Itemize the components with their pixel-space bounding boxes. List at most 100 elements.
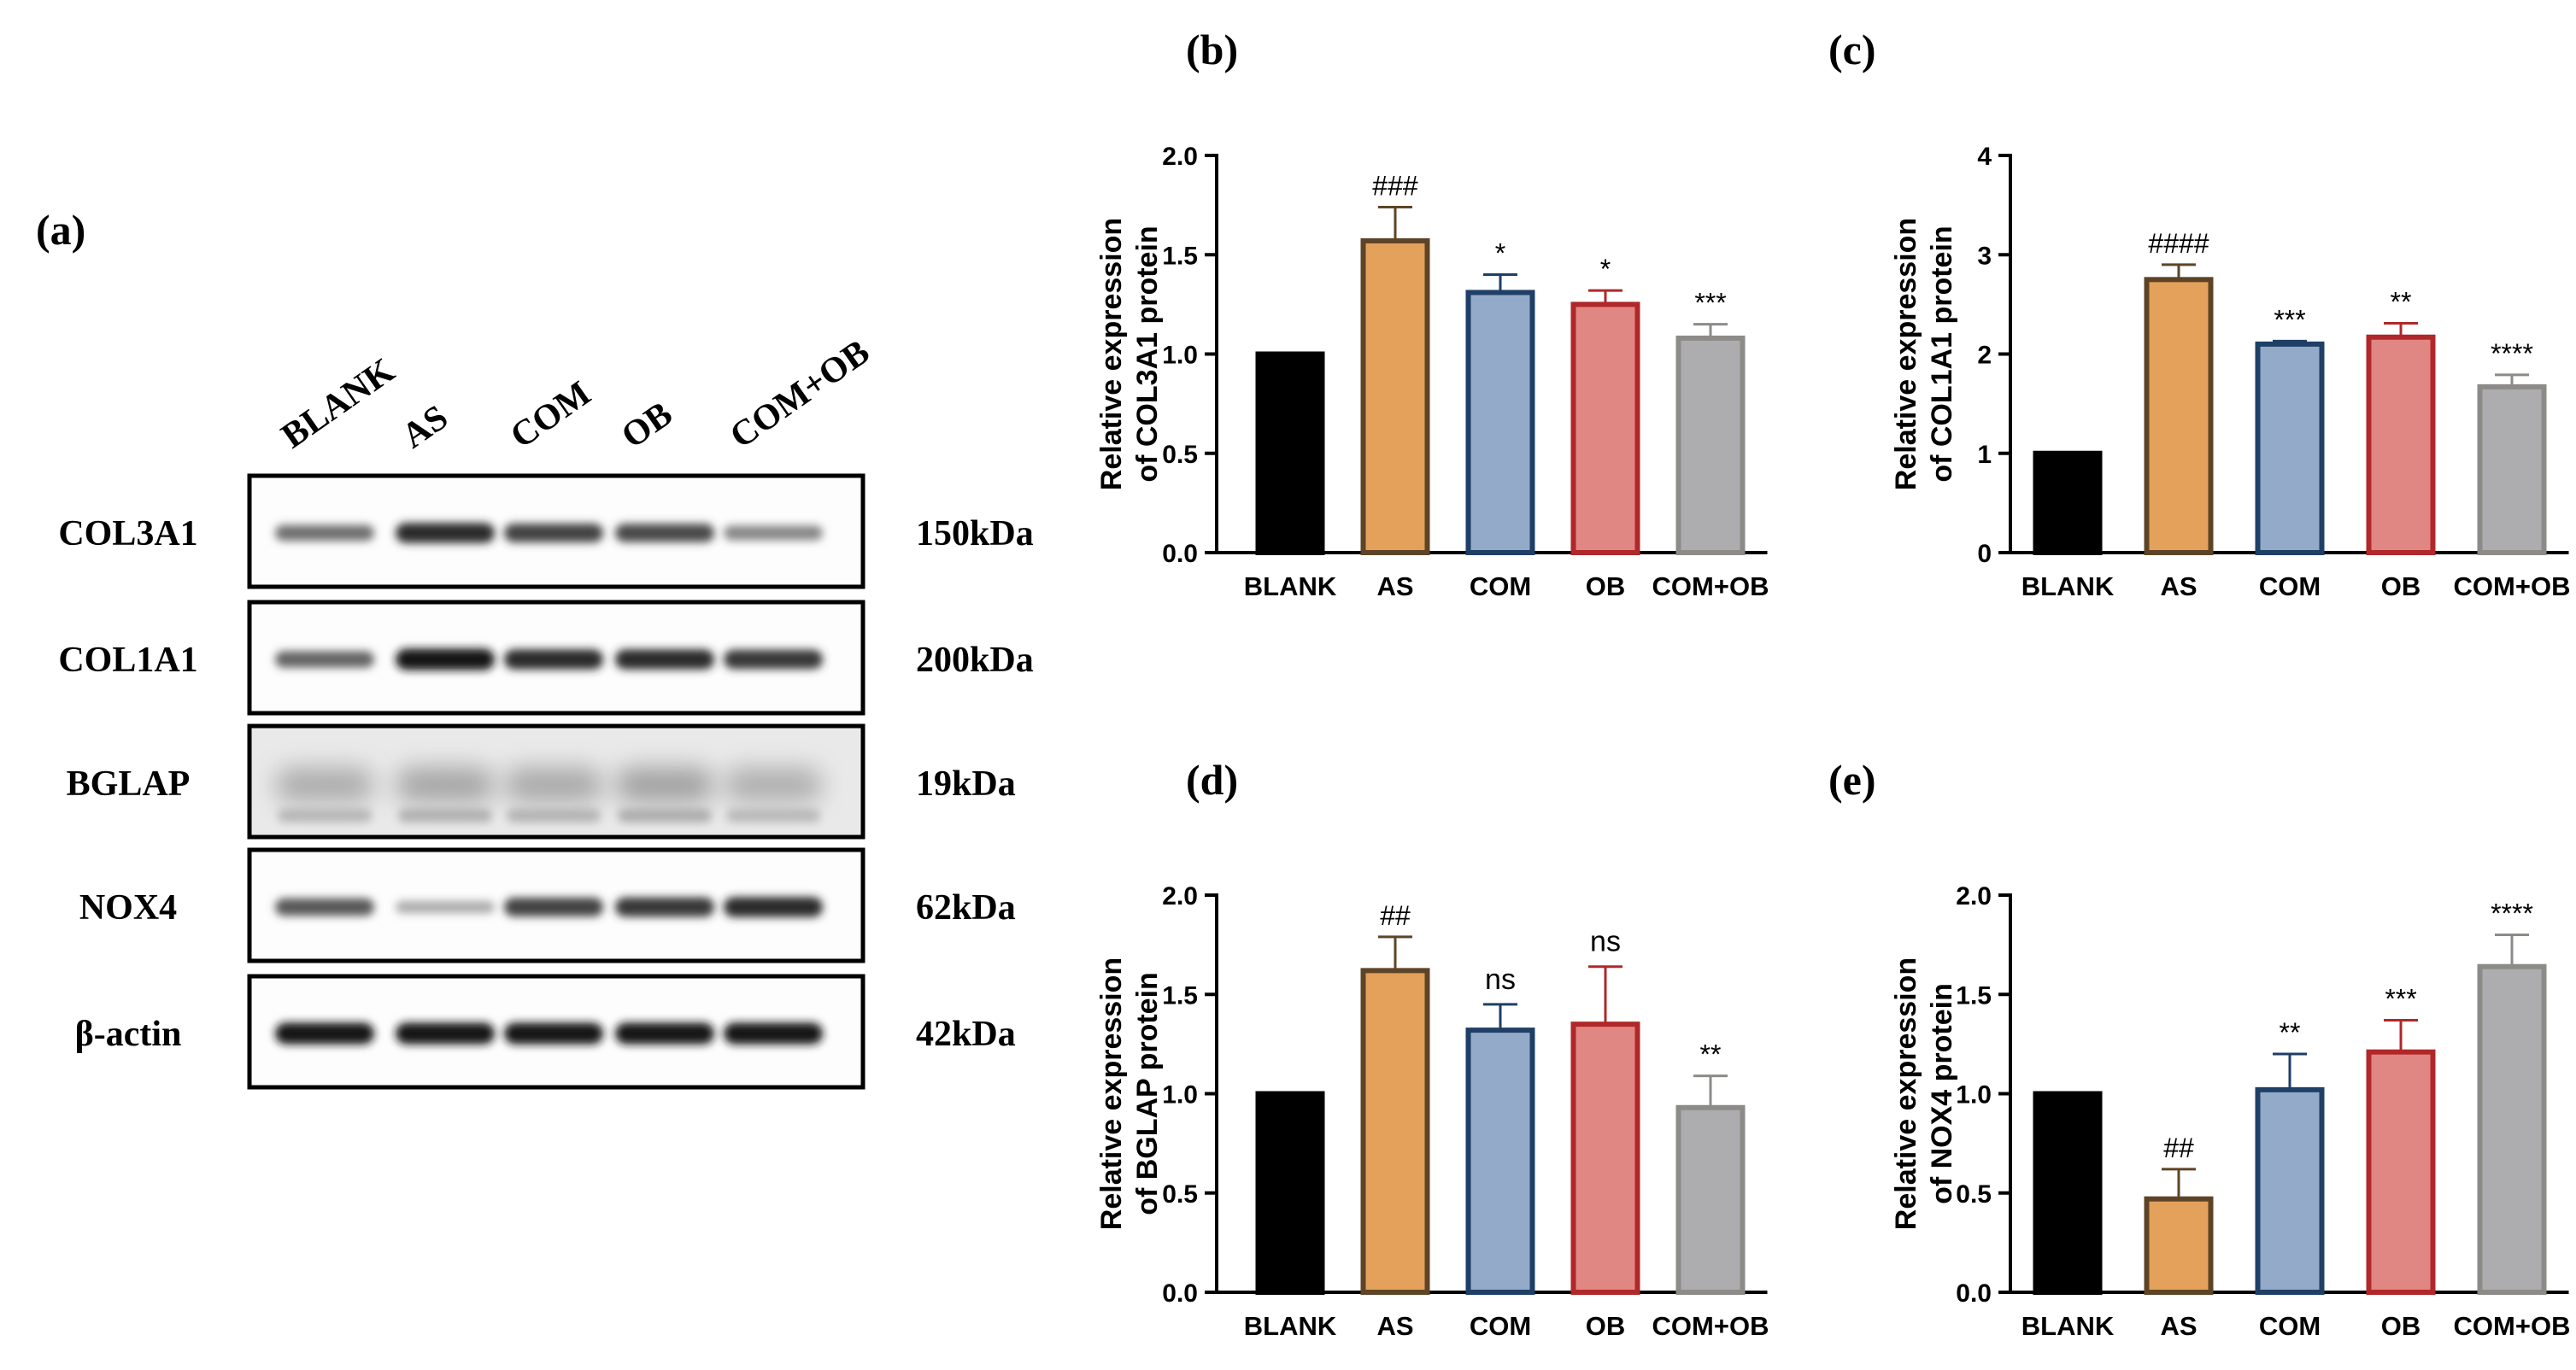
panel-label: (d) [1186,756,1238,804]
blot-band [275,651,374,668]
blot-band [615,897,714,917]
x-tick-label: COM+OB [1652,1311,1769,1341]
y-tick-label: 0.5 [1162,1180,1198,1209]
lane-label-ob: OB [614,395,679,456]
y-axis-label-line: Relative expression [1095,218,1128,490]
bar-com [1465,1028,1535,1295]
blot-band [504,649,603,670]
blot-band [396,768,495,802]
y-tick-label: 1 [1977,441,1992,469]
y-axis-label: Relative expression of BGLAP protein [1095,957,1164,1230]
significance-label: ** [1700,1039,1722,1070]
blot-band [724,768,823,802]
x-tick-label: COM+OB [1652,571,1769,601]
x-tick-label: OB [1586,1311,1626,1341]
y-axis-label-line: of BGLAP protein [1131,972,1164,1215]
bar-charts: (b)Relative expression of COL3A1 protein0… [1095,26,2570,1341]
significance-label: ### [1372,170,1418,201]
blot-size-label: 62kDa [916,888,1016,928]
blot-size-label: 19kDa [916,764,1016,804]
blot-size-label: 42kDa [916,1015,1016,1054]
x-tick-label: COM [1470,571,1531,601]
x-tick-label: OB [2381,1311,2421,1341]
panel-label: (c) [1828,26,1876,73]
significance-label: *** [1694,288,1726,319]
y-axis-label-line: of NOX4 protein [1926,983,1958,1204]
bar-ob [1570,302,1640,555]
y-axis-label-line: of COL3A1 protein [1131,225,1164,482]
y-tick-label: 1.5 [1162,242,1198,270]
bar-com-ob [2477,383,2547,555]
significance-label: * [1600,254,1611,284]
significance-label: ns [1485,963,1516,996]
chart-b: (b)Relative expression of COL3A1 protein0… [1095,26,1769,601]
chart-c: (c) Relative expression of COL1A1 protein 0… [1828,26,2570,601]
bar-blank [2033,450,2103,555]
blot-band [724,1022,823,1045]
blot-band [275,1022,374,1045]
panel-label: (b) [1186,26,1238,73]
blot-band [504,898,603,916]
x-tick-label: OB [2381,571,2421,601]
blot-col1a1 [247,600,866,716]
x-tick-label: COM+OB [2454,571,2571,601]
blot-band [275,524,374,542]
significance-label: ns [1590,926,1621,958]
x-tick-label: COM+OB [2454,1311,2571,1341]
y-axis-label: Relative expression of NOX4 protein [1890,957,1958,1230]
bar-as [2144,277,2214,555]
lane-label-as: AS [395,398,455,456]
blot-band [396,523,495,543]
significance-label: **** [2491,338,2533,369]
bar-com-ob [2477,963,2547,1295]
bar-ob [2366,1049,2436,1296]
bar-com-ob [1675,335,1746,555]
blot-band [504,1022,603,1045]
y-axis-label-line: Relative expression [1890,957,1922,1230]
bar-com [2255,341,2325,555]
blot-col3a1 [247,473,866,589]
blot-size-label: 150kDa [916,514,1034,553]
x-tick-label: BLANK [1244,571,1337,601]
blot-protein-label: BGLAP [67,764,191,804]
bar-com-ob [1675,1104,1746,1296]
significance-label: *** [2385,983,2416,1014]
y-tick-label: 3 [1977,242,1992,270]
blot-protein-label: COL3A1 [58,514,197,553]
bar-ob [1570,1022,1640,1295]
significance-label: ** [2280,1017,2301,1048]
y-tick-label: 0.0 [1162,1279,1198,1308]
bar-blank [1255,351,1325,555]
blot-band [275,898,374,916]
x-tick-label: BLANK [2021,1311,2115,1341]
y-tick-label: 2.0 [1956,882,1992,910]
y-axis-label-line: Relative expression [1890,218,1922,490]
blot-band [504,768,603,802]
bar-blank [2033,1091,2103,1295]
x-tick-label: OB [1586,571,1626,601]
blot-band [615,768,714,802]
y-axis-label: Relative expression of COL3A1 protein [1095,218,1164,490]
y-tick-label: 2.0 [1162,882,1198,910]
blot-band [398,809,492,823]
y-axis-label-line: Relative expression [1095,957,1128,1230]
y-tick-label: 0.5 [1162,441,1198,469]
blot-band [615,649,714,670]
blot-band [724,525,823,541]
panel-a-label: (a) [36,206,85,254]
x-tick-label: COM [1470,1311,1531,1341]
lane-label-blank: BLANK [274,351,402,457]
significance-label: #### [2148,228,2209,259]
x-tick-label: AS [1376,1311,1413,1341]
bar-blank [1255,1091,1325,1295]
bar-com [2255,1086,2325,1295]
x-tick-label: AS [2160,571,2197,601]
significance-label: ** [2391,286,2412,317]
bar-com [1465,290,1535,555]
blot-size-label: 200kDa [916,641,1034,680]
blot-protein-label: β-actin [75,1015,182,1054]
blot-band [615,1022,714,1045]
significance-label: *** [2274,304,2305,335]
lane-label-com-ob: COM+OB [723,332,877,456]
y-tick-label: 0.0 [1162,540,1198,568]
